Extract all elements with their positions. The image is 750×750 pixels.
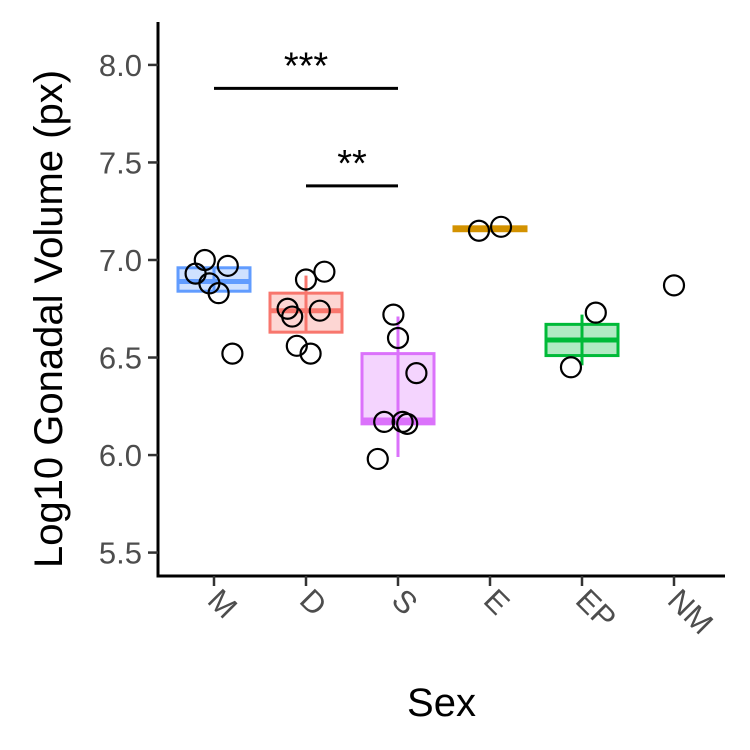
data-point-s [373,410,396,433]
significance-label: ** [337,143,367,185]
data-point-ep [584,301,607,324]
significance-label: *** [284,45,329,87]
significance-layer: ***** [214,45,398,188]
x-tick-label: NM [661,582,720,641]
data-point-s [405,362,428,385]
x-axis-title: Sex [407,681,476,725]
x-tick-label: D [293,582,334,623]
y-tick-label: 5.5 [99,536,142,571]
x-tick-label: S [385,582,424,621]
x-tick-label: E [477,582,516,621]
y-tick-label: 6.0 [99,438,142,473]
data-point-d [308,299,331,322]
data-point-s [366,447,389,471]
data-point-e [467,219,491,242]
data-point-d [281,305,304,328]
y-tick-label: 7.5 [99,145,142,180]
y-tick-label: 7.0 [99,243,142,278]
y-axis-title: Log10 Gonadal Volume (px) [27,70,71,568]
data-point-d [294,268,318,291]
data-point-nm [662,274,686,297]
data-point-d [299,342,322,365]
axis-layer [156,22,725,578]
y-tick-label: 8.0 [99,48,142,83]
data-point-s [396,412,419,435]
data-point-m [207,282,230,305]
data-point-m [193,248,216,272]
data-point-s [382,303,405,326]
point-layer [184,215,686,471]
data-point-d [285,334,308,357]
data-point-m [221,342,244,365]
data-point-s [386,326,410,350]
data-point-d [313,260,336,283]
data-point-e [489,215,513,238]
x-tick-label: EP [569,582,623,636]
data-point-ep [559,356,583,379]
x-tick-label: M [201,582,244,625]
tick-layer: 5.5 6.0 6.5 7.0 7.5 8.0 M D S E EP NM [99,48,720,641]
data-point-m [216,254,239,277]
y-tick-label: 6.5 [99,341,142,376]
